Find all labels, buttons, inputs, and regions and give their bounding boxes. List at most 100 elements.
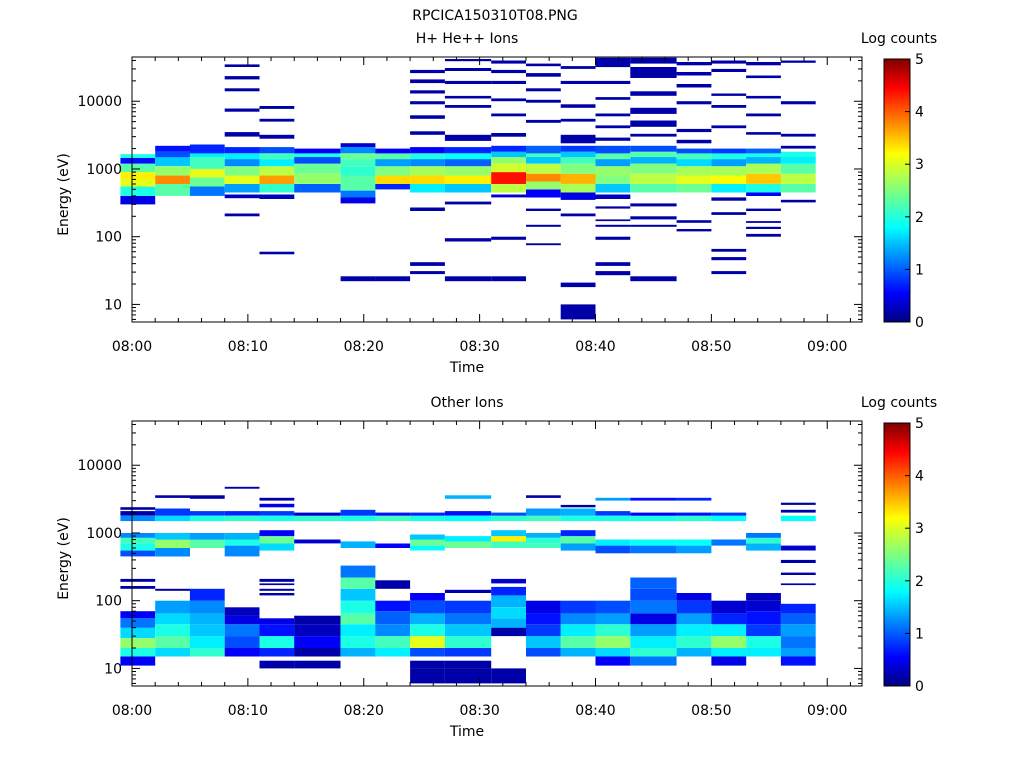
heatmap-cell <box>224 539 260 546</box>
heatmap-cell <box>711 153 747 160</box>
heatmap-cell <box>410 613 445 625</box>
heatmap-cell <box>444 153 492 160</box>
colorbar-label: Log counts <box>861 31 937 47</box>
heatmap-cell <box>189 539 225 548</box>
colorbar-tick-label: 4 <box>915 469 924 485</box>
heatmap-cell <box>676 166 712 176</box>
heatmap-cell <box>410 660 445 669</box>
heatmap-cell <box>340 159 376 167</box>
heatmap-cell <box>676 229 712 232</box>
heatmap-cell <box>560 543 596 551</box>
heatmap-cell <box>224 511 260 516</box>
heatmap-cell <box>375 600 411 612</box>
heatmap-cell <box>630 184 677 193</box>
heatmap-cell <box>120 533 156 538</box>
heatmap-cell <box>340 153 376 160</box>
heatmap-cell <box>780 572 816 575</box>
heatmap-cell <box>120 543 156 551</box>
heatmap-cell <box>491 618 526 628</box>
heatmap-cell <box>780 515 816 522</box>
heatmap-cell <box>526 624 561 637</box>
heatmap-cell <box>294 636 341 648</box>
heatmap-cell <box>259 618 295 625</box>
heatmap-cell <box>780 60 816 63</box>
heatmap-cell <box>676 139 712 144</box>
heatmap-cell <box>189 153 225 158</box>
heatmap-cell <box>711 166 747 176</box>
heatmap-cell <box>189 495 225 499</box>
heatmap-cell <box>375 636 411 648</box>
heatmap-cell <box>410 79 445 84</box>
heatmap-cell <box>155 548 190 557</box>
heatmap-cell <box>259 536 295 544</box>
heatmap-cell <box>595 636 631 648</box>
heatmap-cell <box>491 512 526 516</box>
heatmap-cell <box>595 224 631 227</box>
x-tick-label: 08:30 <box>459 703 499 719</box>
heatmap-cell <box>526 208 561 211</box>
heatmap-cell <box>780 559 816 563</box>
heatmap-cell <box>294 515 341 522</box>
heatmap-cell <box>630 656 677 666</box>
heatmap-cell <box>595 511 631 516</box>
x-tick-label: 08:00 <box>112 703 152 719</box>
heatmap-cell <box>189 588 225 601</box>
heatmap-cell <box>259 593 295 596</box>
heatmap-cell <box>595 137 631 141</box>
heatmap-cell <box>526 515 561 522</box>
heatmap-cell <box>676 128 712 133</box>
heatmap-cell <box>595 236 631 240</box>
heatmap-cell <box>224 88 260 92</box>
heatmap-cell <box>444 636 492 648</box>
heatmap-cell <box>526 99 561 103</box>
heatmap-cell <box>526 88 561 92</box>
heatmap-cell <box>676 497 712 501</box>
heatmap-cell <box>189 515 225 522</box>
heatmap-cell <box>444 668 492 684</box>
heatmap-cell <box>189 648 225 657</box>
heatmap-cell <box>375 175 411 184</box>
heatmap-cell <box>120 507 156 510</box>
heatmap-cell <box>155 539 190 548</box>
heatmap-cell <box>491 578 526 584</box>
heatmap-cell <box>711 539 747 546</box>
heatmap-cell <box>676 153 712 160</box>
y-tick-label: 100 <box>95 230 122 246</box>
heatmap-cell <box>410 512 445 516</box>
heatmap-cell <box>444 495 492 499</box>
heatmap-cell <box>595 271 631 276</box>
heatmap-cell <box>224 515 260 522</box>
heatmap-cell <box>224 64 260 67</box>
heatmap-cell <box>375 611 411 625</box>
heatmap-cell <box>410 147 445 154</box>
heatmap-cell <box>224 213 260 217</box>
heatmap-cell <box>155 624 190 637</box>
heatmap-cell <box>155 175 190 184</box>
heatmap-cell <box>259 511 295 516</box>
heatmap-cell <box>560 530 596 537</box>
heatmap-cell <box>560 508 596 516</box>
heatmap-cell <box>259 184 295 193</box>
heatmap-cell <box>676 220 712 223</box>
heatmap-cell <box>189 157 225 169</box>
heatmap-cell <box>630 545 677 554</box>
heatmap-cell <box>410 175 445 184</box>
heatmap-cell <box>259 624 295 637</box>
x-tick-label: 08:50 <box>691 703 731 719</box>
heatmap-cell <box>375 148 411 154</box>
heatmap-cell <box>526 73 561 77</box>
heatmap-cell <box>676 184 712 193</box>
heatmap-cell <box>630 107 677 114</box>
y-tick-label: 1000 <box>86 526 122 542</box>
heatmap-cell <box>375 648 411 657</box>
heatmap-cell <box>676 512 712 516</box>
colorbar <box>883 422 911 687</box>
heatmap-cell <box>189 177 225 187</box>
heatmap-cell <box>780 199 816 203</box>
heatmap-cell <box>340 565 376 578</box>
heatmap-cell <box>630 157 677 164</box>
heatmap-cell <box>560 163 596 174</box>
heatmap-cell <box>630 203 677 207</box>
heatmap-cell <box>224 615 260 625</box>
